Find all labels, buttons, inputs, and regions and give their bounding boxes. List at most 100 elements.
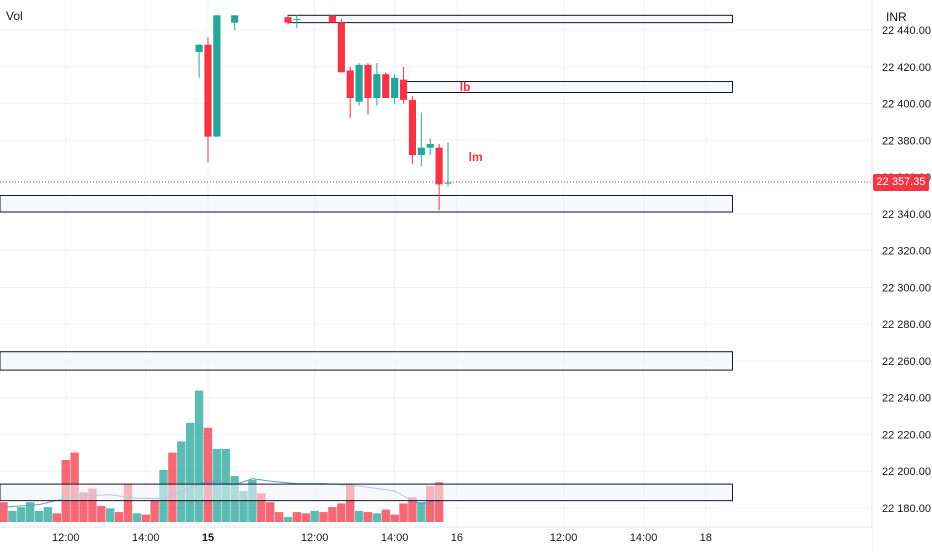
y-tick-label: 22 280.00 [882, 319, 931, 331]
volume-bar [8, 510, 17, 522]
currency-label: INR [886, 10, 907, 24]
candle-body [284, 17, 292, 23]
candle-body [195, 44, 203, 53]
volume-bars [0, 390, 444, 522]
candle-body [444, 182, 452, 184]
candle-body [373, 74, 381, 99]
volume-bar [43, 507, 53, 522]
volume-bar [310, 510, 319, 522]
x-tick-label: 15 [202, 532, 214, 544]
candle-body [435, 147, 443, 185]
y-tick-label: 22 420.00 [882, 62, 931, 74]
x-tick-label: 12:00 [550, 532, 578, 544]
zones [0, 14, 733, 502]
candle-body [426, 143, 434, 148]
y-tick-label: 22 300.00 [882, 282, 931, 294]
x-tick-label: 18 [700, 532, 712, 544]
volume-bar [150, 499, 159, 522]
volume-bar [408, 497, 417, 522]
volume-bar [123, 483, 133, 522]
y-tick-label: 22 440.00 [882, 25, 931, 37]
candle-body [399, 79, 408, 100]
zone-lm [0, 194, 733, 213]
volume-bar [132, 513, 142, 522]
volume-bar [0, 502, 8, 522]
volume-bar [390, 514, 399, 522]
candle-body [417, 147, 425, 156]
volume-bar [283, 517, 293, 522]
volume-bar [177, 441, 186, 522]
y-tick-label: 22 340.00 [882, 209, 931, 221]
x-tick-label: 14:00 [630, 532, 658, 544]
y-tick-label: 22 260.00 [882, 356, 931, 368]
volume-bar [319, 512, 328, 522]
candle-body [355, 64, 363, 102]
candle-body [213, 15, 221, 137]
volume-bar [52, 513, 62, 522]
volume-bar [434, 482, 444, 522]
volume-bar [79, 492, 88, 522]
volume-bar [114, 512, 124, 522]
candle-body [364, 64, 372, 99]
volume-bar [203, 427, 213, 522]
price-axis-bg [872, 0, 932, 550]
volume-bar [105, 508, 115, 522]
y-tick-label: 22 200.00 [882, 466, 931, 478]
volume-bar [34, 510, 44, 522]
annotations: lb lm [460, 80, 483, 164]
y-tick-label: 22 240.00 [882, 393, 931, 405]
volume-bar [194, 390, 204, 522]
volume-bar [25, 502, 35, 522]
x-tick-label: 14:00 [381, 532, 409, 544]
zone-low [0, 351, 733, 371]
zone-lb [403, 80, 733, 94]
time-axis-bg [0, 527, 872, 550]
candle-body [293, 18, 301, 20]
candle-body [382, 74, 390, 99]
x-tick-label: 14:00 [132, 532, 160, 544]
candle-body [408, 99, 417, 156]
volume-bar [354, 510, 364, 522]
candle-body [346, 70, 354, 99]
y-tick-label: 22 220.00 [882, 429, 931, 441]
volume-bar [381, 509, 390, 522]
candle-body [328, 15, 337, 23]
volume-bar [88, 488, 97, 522]
volume-bar [17, 507, 26, 522]
volume-bar [257, 493, 266, 522]
candle-body [231, 15, 239, 23]
x-tick-label: 16 [451, 532, 463, 544]
volume-bar [417, 502, 426, 522]
candle-body [337, 22, 345, 73]
volume-bar [372, 513, 382, 522]
candles [195, 15, 452, 211]
grid-lines [0, 0, 872, 526]
y-tick-label: 22 180.00 [882, 503, 931, 515]
y-tick-label: 22 320.00 [882, 246, 931, 258]
volume-bar [346, 483, 355, 522]
last-price-tag: 22 357.35 [873, 174, 929, 191]
volume-bar [185, 422, 195, 522]
volume-bar [337, 503, 346, 522]
y-tick-label: 22 380.00 [882, 135, 931, 147]
volume-bar [266, 502, 275, 522]
volume-bar [426, 486, 435, 522]
annotation-lm: lm [469, 150, 483, 164]
volume-legend: Vol [6, 9, 23, 23]
candle-body [391, 77, 399, 99]
volume-bar [301, 513, 310, 522]
x-tick-label: 12:00 [52, 532, 80, 544]
volume-bar [239, 491, 248, 522]
annotation-lb: lb [460, 80, 471, 94]
volume-bar [399, 503, 408, 522]
volume-bar [363, 512, 373, 522]
volume-bar [97, 505, 106, 522]
volume-bar [292, 512, 302, 522]
y-tick-label: 22 400.00 [882, 99, 931, 111]
volume-bar [141, 514, 150, 522]
candle-body [204, 44, 212, 137]
x-tick-label: 12:00 [301, 532, 329, 544]
volume-bar [328, 507, 337, 522]
